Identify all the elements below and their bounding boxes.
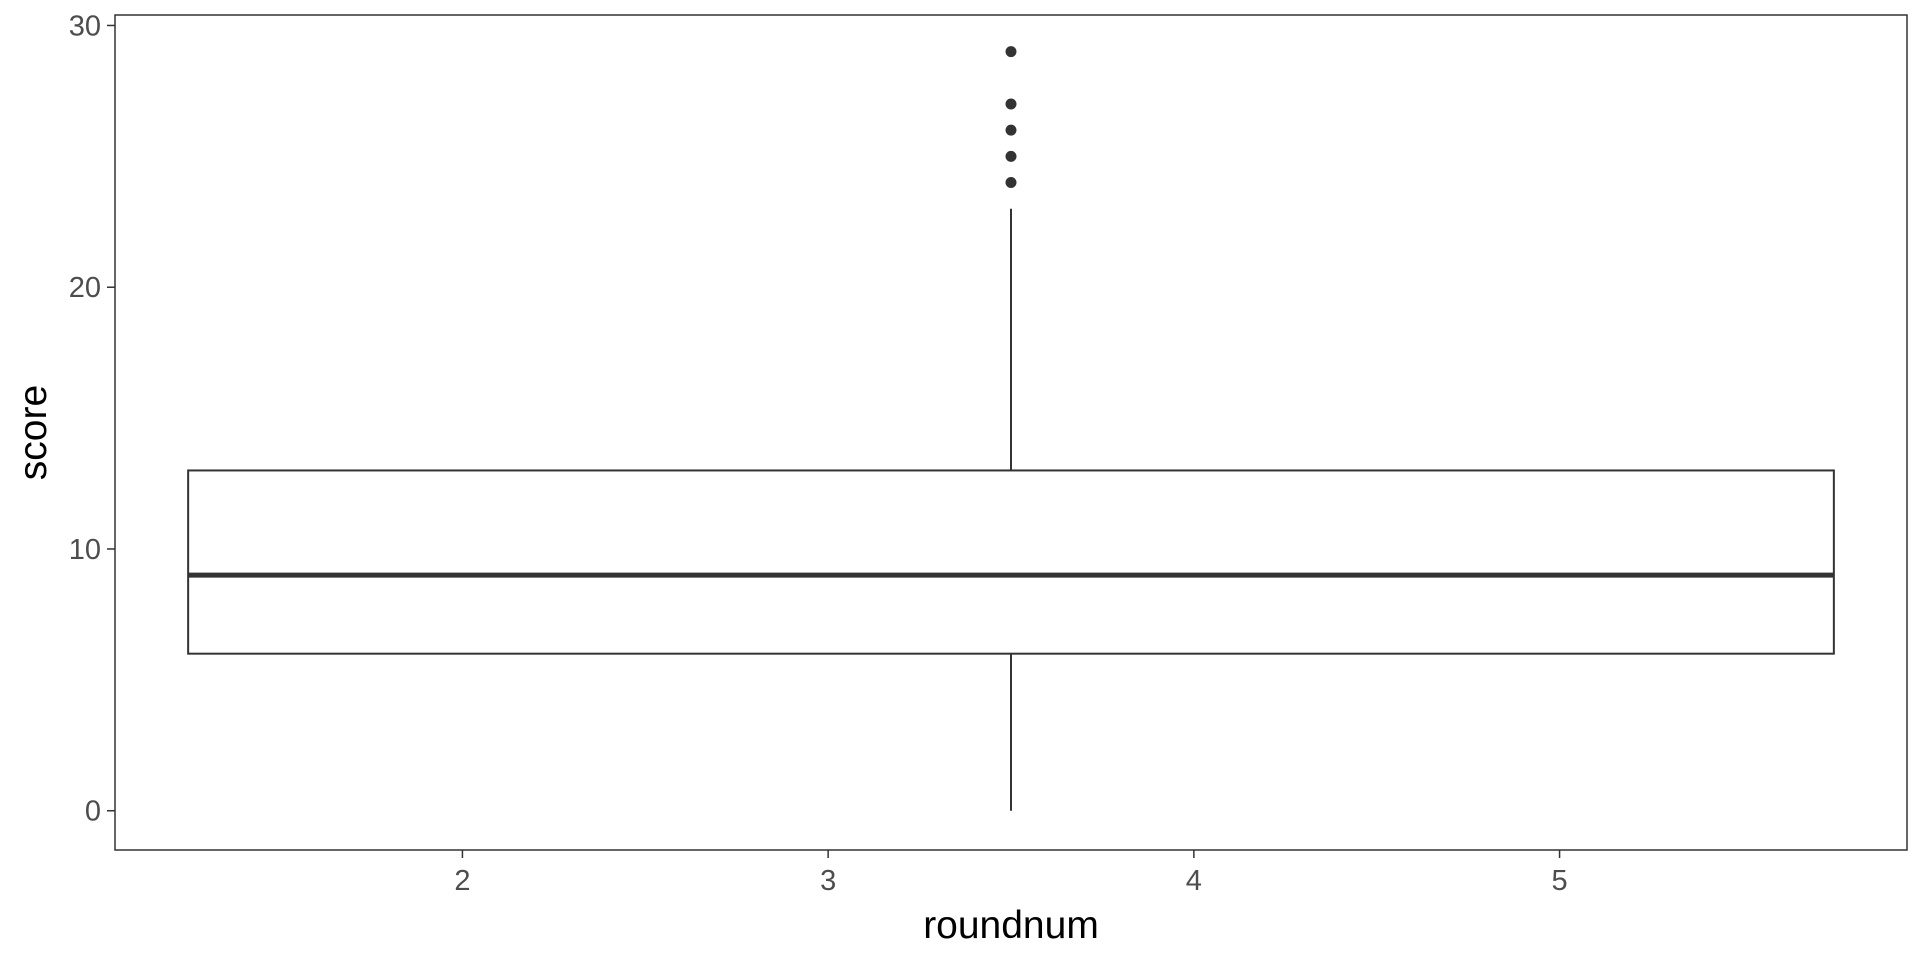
outlier-point [1005, 177, 1017, 189]
x-tick-label: 4 [1186, 865, 1202, 897]
y-axis-title: score [12, 385, 55, 480]
outlier-points [1005, 46, 1017, 189]
x-tick-label: 5 [1552, 865, 1568, 897]
x-tick-label: 2 [454, 865, 470, 897]
y-tick-label: 20 [69, 272, 101, 304]
x-axis-title: roundnum [923, 904, 1099, 947]
y-axis-ticks: 0 10 20 30 [69, 10, 115, 828]
y-tick-label: 10 [69, 534, 101, 566]
outlier-point [1005, 150, 1017, 162]
outlier-point [1005, 124, 1017, 136]
iqr-box [187, 469, 1835, 655]
y-tick-label: 30 [69, 10, 101, 42]
x-tick-label: 3 [820, 865, 836, 897]
outlier-point [1005, 98, 1017, 110]
x-axis-ticks: 2 3 4 5 [454, 850, 1568, 897]
outlier-point [1005, 46, 1017, 58]
y-tick-label: 0 [85, 796, 101, 828]
